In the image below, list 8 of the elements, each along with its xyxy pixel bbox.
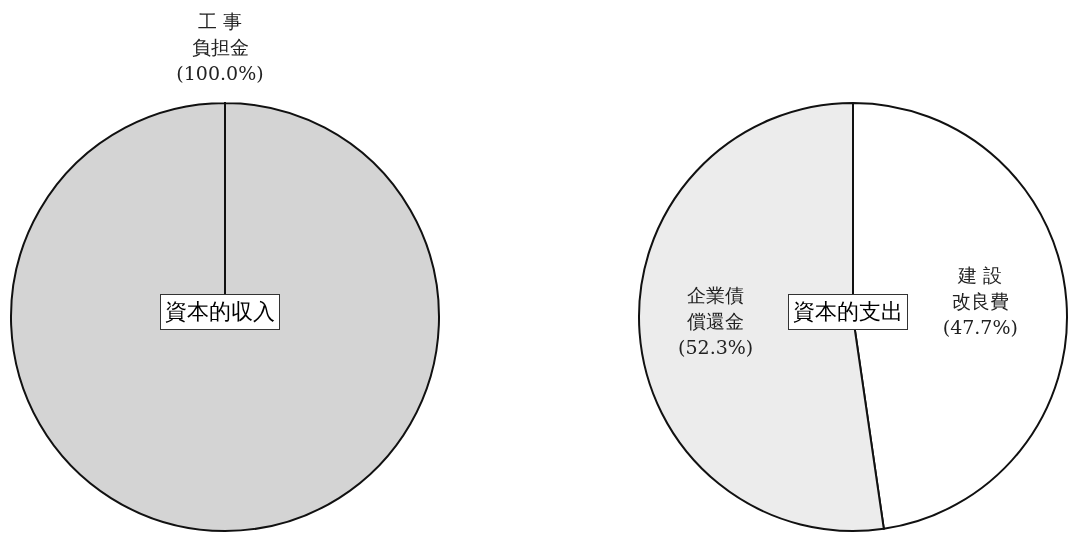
- data-label: (47.7%): [942, 316, 1018, 339]
- slice-label: 企業債償還金: [687, 283, 745, 332]
- slice-label: 工 事負担金: [191, 10, 249, 58]
- text: 資本的収入: [160, 294, 280, 330]
- text: 資本的支出: [788, 294, 908, 330]
- data-label: (52.3%): [678, 335, 754, 358]
- slice-label: 建 設改良費: [951, 264, 1009, 313]
- data-label: (100.0%): [176, 62, 264, 84]
